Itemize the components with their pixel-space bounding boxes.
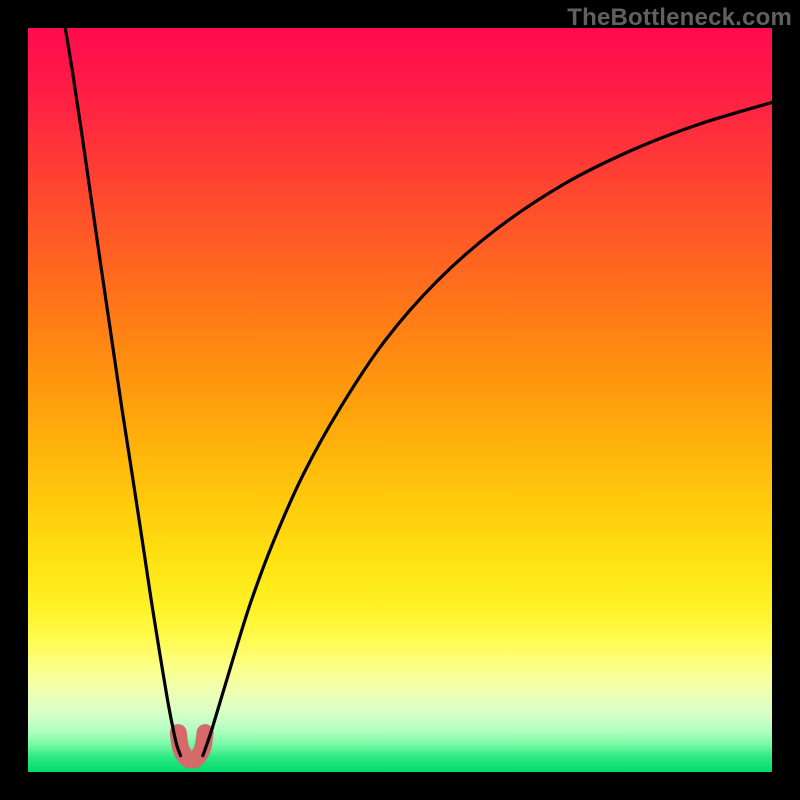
notch-connector xyxy=(178,733,205,761)
right-curve xyxy=(203,102,772,755)
chart-frame: TheBottleneck.com xyxy=(0,0,800,800)
curve-layer xyxy=(28,28,772,772)
left-curve xyxy=(65,28,180,756)
plot-area xyxy=(28,28,772,772)
watermark-text: TheBottleneck.com xyxy=(567,4,792,32)
